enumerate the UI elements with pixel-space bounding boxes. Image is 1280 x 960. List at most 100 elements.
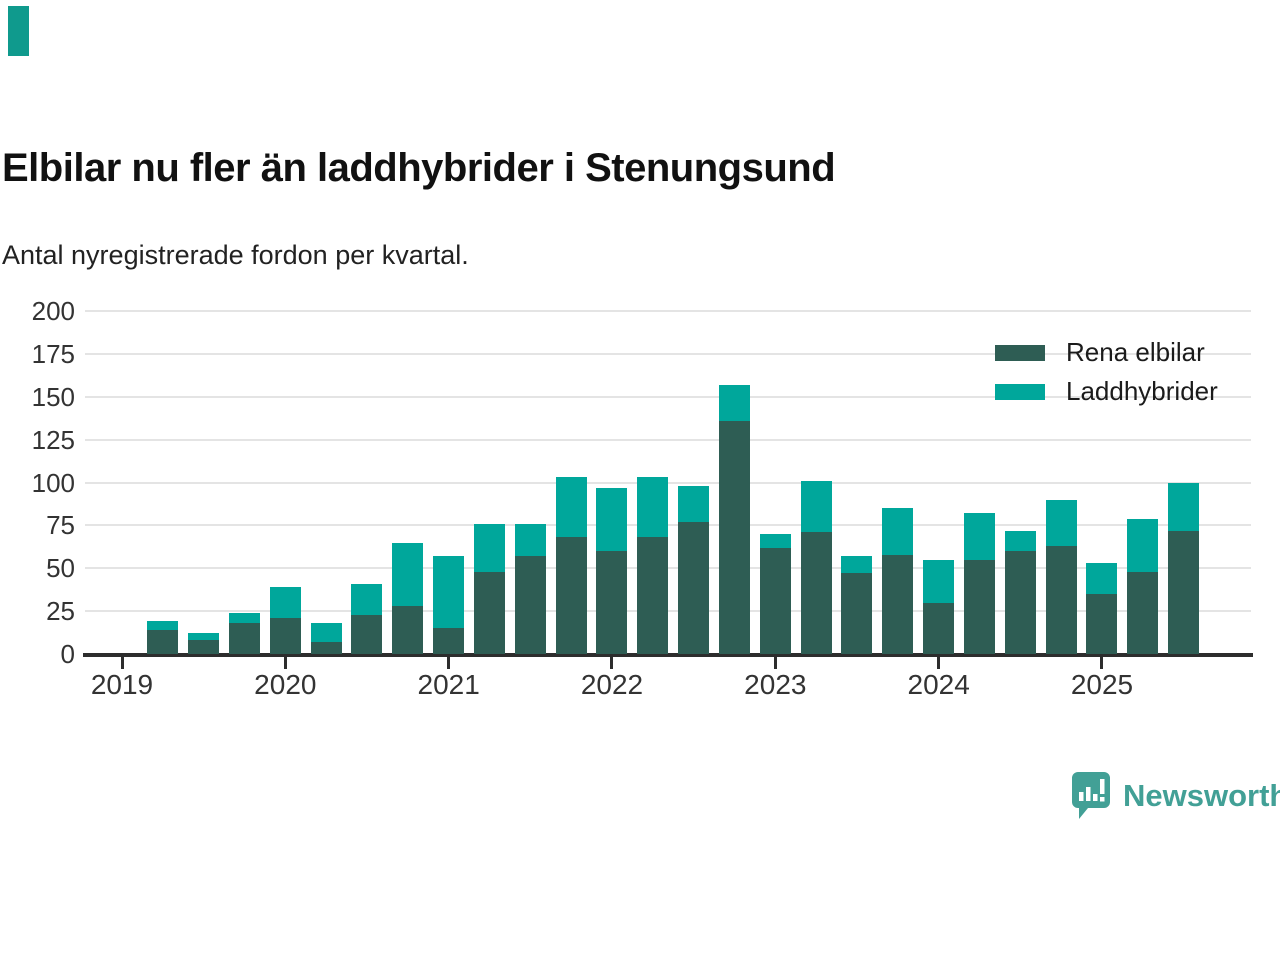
bar-2024-q4 (1045, 499, 1077, 654)
segment-laddhybrider (310, 623, 342, 642)
segment-laddhybrider (841, 556, 873, 574)
y-axis-label-0: 0 (60, 639, 75, 669)
segment-rena-elbilar (351, 614, 383, 654)
legend: Rena elbilar Laddhybrider (995, 333, 1218, 411)
segment-rena-elbilar (963, 559, 995, 654)
bar-2021-q2 (473, 523, 505, 654)
x-axis-tick-2023 (773, 657, 777, 669)
segment-rena-elbilar (188, 640, 220, 654)
bar-2020-q2 (310, 623, 342, 654)
bar-2021-q1 (433, 556, 465, 654)
segment-laddhybrider (188, 633, 220, 641)
segment-laddhybrider (718, 384, 750, 421)
segment-rena-elbilar (718, 420, 750, 654)
bar-2025-q3 (1168, 482, 1200, 655)
segment-laddhybrider (514, 523, 546, 557)
segment-laddhybrider (1168, 482, 1200, 531)
chart-subtitle: Antal nyregistrerade fordon per kvartal. (2, 240, 469, 270)
segment-rena-elbilar (473, 571, 505, 654)
bar-2023-q1 (759, 533, 791, 654)
segment-rena-elbilar (1168, 530, 1200, 654)
legend-swatch-rena-elbilar (995, 344, 1045, 361)
segment-laddhybrider (1127, 518, 1159, 572)
bar-2023-q2 (800, 480, 832, 654)
top-left-accent-mark (8, 6, 29, 56)
segment-laddhybrider (228, 612, 260, 624)
chart-title: Elbilar nu fler än laddhybrider i Stenun… (2, 146, 836, 190)
x-axis-label-2020: 2020 (254, 669, 317, 700)
segment-rena-elbilar (310, 641, 342, 654)
gridline-y-150 (85, 395, 1251, 398)
segment-rena-elbilar (514, 556, 546, 654)
segment-rena-elbilar (433, 628, 465, 654)
segment-laddhybrider (269, 587, 301, 618)
segment-laddhybrider (963, 513, 995, 560)
segment-rena-elbilar (228, 623, 260, 654)
bar-2021-q4 (555, 477, 587, 654)
bar-2020-q4 (392, 542, 424, 654)
y-axis-label-25: 25 (46, 596, 75, 627)
legend-swatch-laddhybrider (995, 383, 1045, 400)
bar-2024-q2 (963, 513, 995, 654)
bar-2025-q2 (1127, 518, 1159, 654)
segment-rena-elbilar (596, 551, 628, 654)
x-axis-tick-2025 (1100, 657, 1104, 669)
x-axis-label-2019: 2019 (90, 669, 154, 700)
y-axis-label-75: 75 (46, 510, 75, 541)
x-axis-tick-2019 (120, 657, 124, 669)
segment-laddhybrider (923, 559, 955, 603)
segment-laddhybrider (1086, 563, 1118, 594)
bar-2022-q2 (637, 477, 669, 654)
bar-2022-q3 (678, 485, 710, 654)
segment-rena-elbilar (1004, 551, 1036, 654)
bar-2025-q1 (1086, 563, 1118, 654)
bar-2020-q3 (351, 583, 383, 654)
bar-2022-q1 (596, 487, 628, 654)
x-axis-tick-2022 (610, 657, 614, 669)
gridline-y-175 (85, 352, 1251, 355)
newsworthy-speech-bubble-bar-chart-icon (1070, 771, 1110, 821)
segment-rena-elbilar (637, 537, 669, 654)
y-axis-label-200: 200 (31, 296, 75, 326)
x-axis-label-2025: 2025 (1070, 669, 1134, 700)
segment-laddhybrider (433, 556, 465, 629)
y-axis-label-125: 125 (31, 424, 75, 455)
y-axis-label-175: 175 (31, 338, 75, 369)
segment-rena-elbilar (1086, 593, 1118, 654)
segment-rena-elbilar (392, 605, 424, 654)
bar-2023-q4 (882, 508, 914, 654)
y-axis-label-100: 100 (31, 467, 75, 498)
segment-rena-elbilar (759, 547, 791, 654)
legend-label-laddhybrider: Laddhybrider (1066, 376, 1218, 406)
segment-laddhybrider (882, 508, 914, 555)
segment-laddhybrider (637, 477, 669, 538)
bar-2023-q3 (841, 556, 873, 654)
x-axis-line (83, 653, 1253, 657)
bar-2024-q3 (1004, 530, 1036, 654)
legend-item-laddhybrider: Laddhybrider (995, 372, 1218, 411)
segment-rena-elbilar (1045, 545, 1077, 654)
segment-laddhybrider (1004, 530, 1036, 552)
segment-laddhybrider (678, 485, 710, 522)
segment-laddhybrider (800, 480, 832, 533)
segment-rena-elbilar (800, 532, 832, 654)
segment-rena-elbilar (882, 554, 914, 654)
bar-2024-q1 (923, 559, 955, 654)
bar-2020-q1 (269, 587, 301, 654)
x-axis-label-2022: 2022 (580, 669, 644, 700)
x-axis-tick-2020 (283, 657, 287, 669)
x-axis-label-2024: 2024 (907, 669, 970, 700)
x-axis-tick-2021 (447, 657, 451, 669)
brand-name: Newsworthy (1123, 778, 1280, 813)
x-axis-label-2021: 2021 (417, 669, 480, 700)
gridline-y-200 (85, 310, 1251, 312)
segment-laddhybrider (555, 477, 587, 538)
newsworthy-logo: Newsworthy (1070, 771, 1280, 821)
legend-label-rena-elbilar: Rena elbilar (1066, 337, 1205, 367)
bar-2019-q3 (188, 633, 220, 654)
segment-rena-elbilar (678, 521, 710, 654)
segment-laddhybrider (596, 487, 628, 552)
x-axis-tick-2024 (937, 657, 941, 669)
